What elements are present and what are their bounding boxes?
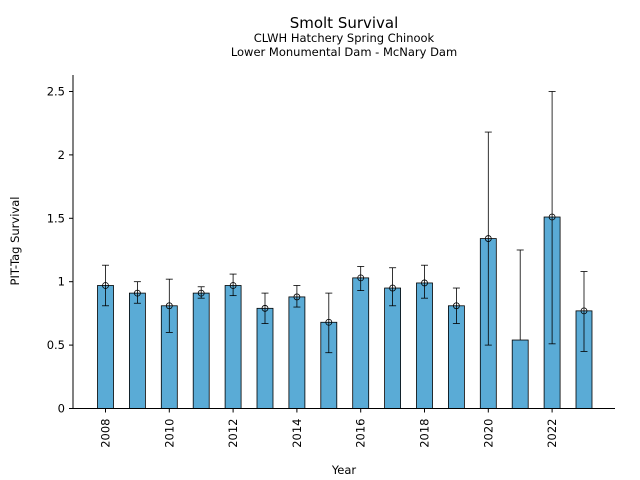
point-2008: [102, 282, 109, 289]
point-2017: [389, 284, 397, 292]
x-tick-label: 2014: [290, 419, 304, 448]
point-2015: [325, 318, 333, 326]
x-axis-ticks: 2008 2010 2012 2014 2016 2018 2020 2022: [99, 408, 559, 448]
point-2016: [357, 274, 365, 282]
chart-subtitle-2: Lower Monumental Dam - McNary Dam: [231, 45, 457, 59]
bar-2018: [416, 282, 433, 409]
y-tick-label: 2: [58, 148, 65, 162]
point-2019: [452, 302, 460, 310]
y-tick-label: 2.5: [47, 84, 65, 98]
plot-area: [97, 91, 593, 409]
y-axis-label: PIT-Tag Survival: [8, 197, 22, 286]
y-tick-label: 1: [58, 275, 65, 289]
x-tick-label: 2012: [226, 419, 240, 448]
point-2023: [580, 307, 588, 315]
point-2011: [197, 289, 205, 297]
point-2010: [165, 302, 173, 310]
x-tick-label: 2010: [162, 419, 176, 448]
point-2013: [261, 304, 269, 312]
y-axis-ticks: 0 0.5 1 1.5 2 2.5: [47, 84, 73, 416]
point-2022: [548, 213, 556, 221]
x-tick-label: 2018: [418, 419, 432, 448]
point-2020: [484, 235, 492, 242]
bar-2014: [288, 296, 306, 409]
bar-2016: [352, 277, 370, 409]
point-2012: [229, 282, 237, 289]
point-2014: [293, 293, 301, 301]
chart-title: Smolt Survival: [290, 14, 399, 32]
bar-2012: [224, 285, 242, 409]
x-tick-label: 2022: [545, 419, 559, 448]
x-axis-label: Year: [331, 463, 357, 477]
y-tick-label: 0: [58, 402, 65, 416]
x-tick-label: 2020: [481, 419, 495, 448]
point-2018: [421, 279, 428, 287]
y-tick-label: 0.5: [47, 338, 65, 352]
x-tick-label: 2008: [99, 419, 113, 448]
x-tick-label: 2016: [354, 419, 368, 448]
y-tick-label: 1.5: [47, 211, 65, 225]
point-2009: [133, 289, 141, 297]
bar-2021: [511, 339, 529, 409]
chart-subtitle-1: CLWH Hatchery Spring Chinook: [254, 31, 435, 45]
bar-2011: [192, 292, 210, 409]
bar-2009: [128, 292, 146, 409]
